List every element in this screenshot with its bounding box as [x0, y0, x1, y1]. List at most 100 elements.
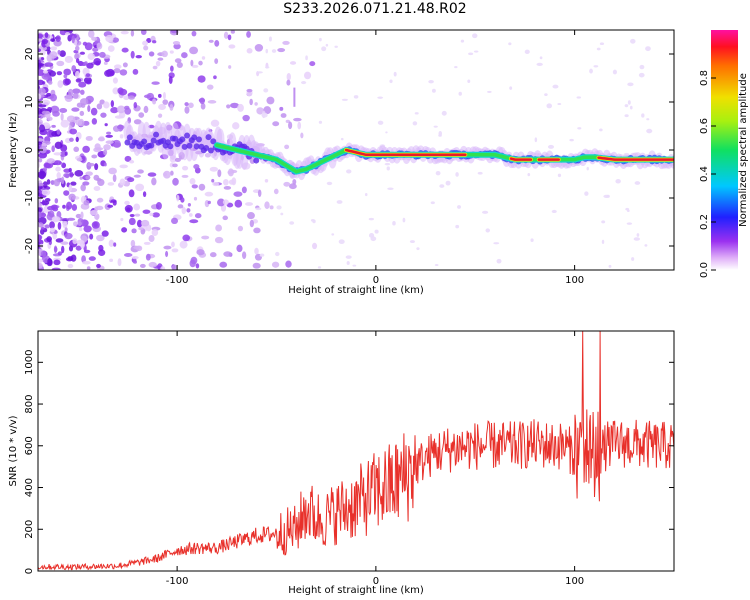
noise-blob	[254, 102, 258, 106]
noise-blob	[81, 255, 86, 263]
noise-blob	[40, 143, 48, 147]
noise-blob	[534, 137, 538, 143]
noise-blob	[370, 236, 377, 242]
noise-blob	[261, 112, 268, 118]
noise-blob	[285, 260, 292, 268]
noise-blob	[194, 213, 202, 219]
noise-blob	[82, 181, 90, 186]
noise-blob	[152, 40, 157, 44]
noise-blob	[352, 264, 357, 267]
noise-blob	[69, 128, 78, 135]
noise-blob	[232, 122, 240, 130]
noise-blob	[255, 207, 262, 211]
noise-blob	[117, 258, 122, 267]
noise-blob	[91, 117, 98, 125]
noise-blob	[146, 224, 152, 232]
noise-blob	[142, 209, 151, 214]
noise-blob	[233, 191, 243, 197]
noise-blob	[377, 96, 384, 99]
noise-blob	[38, 183, 44, 187]
noise-blob	[266, 96, 275, 105]
noise-blob	[64, 227, 68, 232]
noise-blob	[46, 179, 51, 185]
noise-blob	[172, 41, 181, 45]
noise-blob	[63, 68, 72, 76]
noise-blob	[41, 189, 51, 196]
noise-blob	[139, 263, 146, 268]
noise-blob	[208, 39, 214, 43]
noise-blob	[121, 47, 129, 53]
noise-blob	[409, 240, 415, 244]
noise-blob	[460, 39, 465, 43]
noise-blob	[131, 228, 137, 234]
x-tick-label: -100	[166, 275, 189, 286]
noise-blob	[293, 117, 302, 122]
noise-blob	[253, 227, 261, 234]
noise-blob	[527, 173, 531, 177]
noise-blob	[455, 172, 459, 177]
noise-blob	[301, 81, 307, 85]
noise-blob	[157, 93, 162, 98]
noise-blob	[288, 121, 293, 130]
noise-blob	[472, 33, 478, 39]
noise-blob	[624, 114, 629, 118]
noise-blob	[86, 62, 94, 69]
noise-blob	[75, 136, 79, 143]
noise-blob	[138, 227, 144, 231]
noise-blob	[207, 100, 217, 104]
noise-blob	[226, 202, 234, 208]
noise-blob	[286, 73, 291, 81]
noise-blob	[431, 88, 436, 93]
noise-blob	[217, 169, 222, 178]
noise-blob	[72, 238, 78, 245]
noise-blob	[48, 210, 55, 218]
noise-blob	[71, 107, 80, 112]
noise-blob	[62, 220, 68, 225]
noise-blob	[439, 184, 445, 188]
noise-blob	[171, 217, 179, 225]
noise-blob	[124, 107, 132, 115]
noise-blob	[170, 30, 178, 34]
noise-blob	[50, 46, 58, 51]
noise-blob	[145, 253, 151, 261]
noise-blob	[89, 233, 94, 240]
noise-blob	[608, 264, 612, 268]
noise-blob	[61, 245, 65, 254]
snr-x-label: Height of straight line (km)	[288, 585, 424, 596]
noise-blob	[346, 261, 350, 265]
noise-blob	[477, 171, 483, 175]
y-tick-label: 10	[24, 96, 35, 109]
noise-blob	[53, 160, 62, 166]
noise-blob	[83, 249, 91, 254]
noise-blob	[51, 124, 56, 128]
noise-blob	[38, 124, 46, 133]
noise-blob	[85, 136, 93, 141]
noise-blob	[119, 134, 124, 139]
noise-blob	[38, 118, 44, 126]
noise-blob	[615, 179, 621, 184]
noise-blob	[87, 52, 95, 60]
noise-blob	[385, 131, 388, 134]
noise-blob	[112, 37, 120, 43]
noise-blob	[70, 254, 77, 262]
noise-blob	[105, 134, 113, 138]
noise-blob	[41, 199, 46, 206]
noise-blob	[133, 119, 142, 125]
noise-blob	[87, 105, 91, 113]
noise-blob	[51, 130, 59, 137]
noise-blob	[190, 59, 194, 67]
noise-blob	[103, 149, 108, 156]
snr-panel: -100 0 100 0 200 400 600 800 1000 Height of str…	[8, 330, 675, 596]
noise-blob	[82, 260, 91, 265]
noise-blob	[285, 119, 291, 124]
noise-blob	[171, 248, 179, 253]
noise-blob	[136, 219, 143, 228]
noise-blob	[124, 204, 133, 213]
noise-blob	[57, 50, 61, 55]
noise-blob	[199, 97, 205, 105]
noise-blob	[170, 170, 174, 176]
noise-blob	[53, 259, 61, 266]
noise-blob	[44, 224, 50, 229]
noise-blob	[508, 42, 512, 46]
noise-blob	[67, 263, 74, 269]
